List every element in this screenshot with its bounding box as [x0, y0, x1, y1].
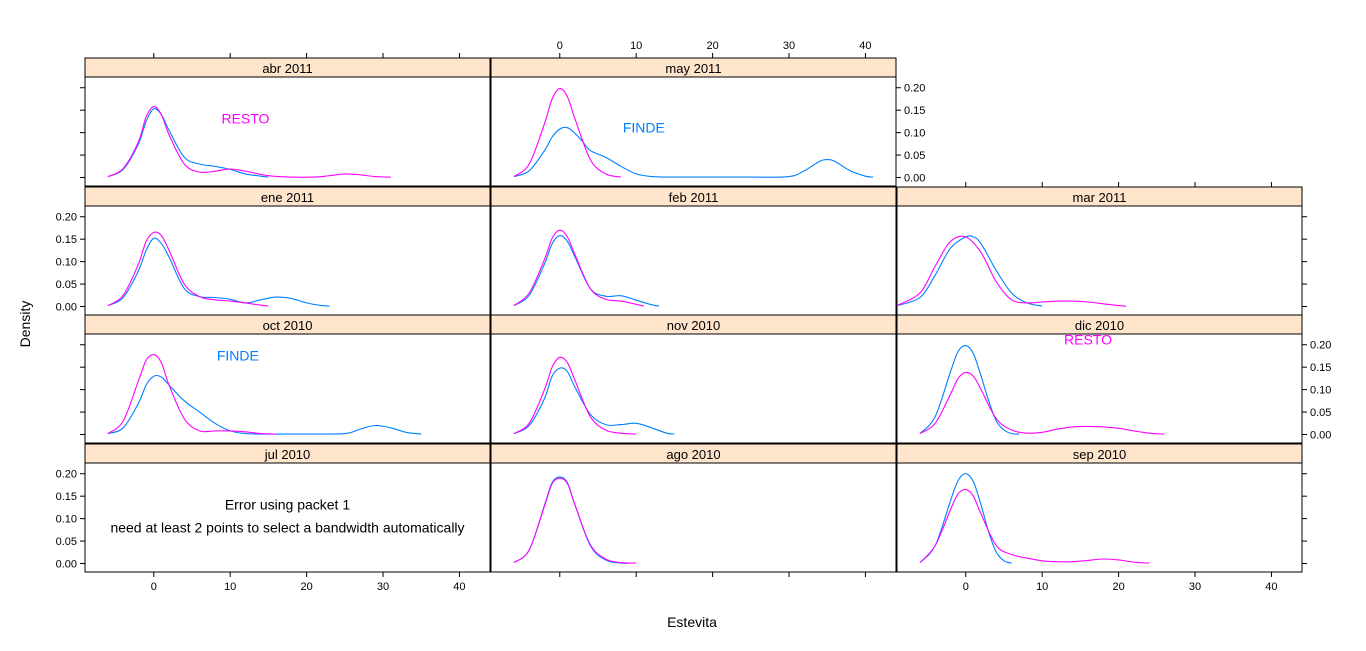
- x-tick-label: 40: [453, 581, 465, 593]
- y-tick-label: 0.20: [1310, 340, 1331, 352]
- density-line-finde: [513, 235, 660, 307]
- panel-strip-label: may 2011: [665, 61, 721, 76]
- density-line-resto: [513, 356, 637, 435]
- series-annotation: RESTO: [1064, 332, 1112, 348]
- x-tick-label: 10: [1036, 581, 1048, 593]
- panel: ene 2011: [84, 186, 491, 316]
- x-tick-label: 30: [1189, 581, 1201, 593]
- density-line-resto: [107, 231, 269, 307]
- panel-frame: [490, 462, 897, 573]
- density-line-finde: [919, 345, 1020, 435]
- density-line-finde: [107, 374, 422, 435]
- density-line-finde: [513, 126, 874, 178]
- panel-frame: [84, 205, 491, 316]
- panel-strip-label: mar 2011: [1073, 190, 1127, 205]
- y-tick-label: 0.10: [1310, 385, 1331, 397]
- panel: ago 2010: [490, 443, 897, 573]
- panel-frame: [84, 76, 491, 187]
- series-annotation: RESTO: [221, 111, 269, 127]
- series-annotation: FINDE: [623, 120, 665, 136]
- y-tick-label: 0.20: [56, 212, 77, 224]
- panels-layer: abr 2011 RESTO may 2011 FINDE ene 2011 feb 20…: [84, 57, 1303, 573]
- y-tick-label: 0.05: [1310, 407, 1331, 419]
- y-tick-label: 0.15: [56, 491, 77, 503]
- panel-frame: [896, 462, 1303, 573]
- panel: sep 2010: [896, 443, 1303, 573]
- y-tick-label: 0.15: [1310, 362, 1331, 374]
- density-line-finde: [107, 237, 330, 307]
- density-line-resto: [896, 235, 1127, 307]
- panel: abr 2011 RESTO: [84, 57, 491, 187]
- y-tick-label: 0.05: [56, 279, 77, 291]
- panel: jul 2010 Error using packet 1 need at leas…: [84, 443, 491, 573]
- panel: oct 2010 FINDE: [84, 314, 491, 444]
- density-line-finde: [919, 473, 1012, 564]
- y-tick-label: 0.20: [904, 83, 925, 95]
- y-tick-label: 0.10: [904, 128, 925, 140]
- density-line-finde: [513, 476, 629, 564]
- panel: may 2011 FINDE: [490, 57, 897, 187]
- density-line-resto: [107, 354, 277, 435]
- x-tick-label: 0: [557, 40, 563, 52]
- x-tick-label: 20: [1112, 581, 1124, 593]
- density-line-resto: [919, 371, 1165, 435]
- x-tick-label: 10: [224, 581, 236, 593]
- error-message-line1: Error using packet 1: [225, 497, 350, 513]
- x-tick-label: 10: [630, 40, 642, 52]
- density-line-resto: [107, 106, 391, 178]
- density-line-finde: [513, 367, 675, 435]
- x-tick-label: 30: [377, 581, 389, 593]
- y-tick-label: 0.15: [56, 234, 77, 246]
- x-tick-label: 30: [783, 40, 795, 52]
- panel-strip-label: dic 2010: [1075, 318, 1124, 333]
- panel-strip-label: ene 2011: [261, 190, 314, 205]
- panel-strip-label: oct 2010: [263, 318, 313, 333]
- panel-strip-label: sep 2010: [1073, 447, 1127, 462]
- y-tick-label: 0.15: [904, 105, 925, 117]
- x-tick-label: 0: [963, 581, 969, 593]
- panel: nov 2010: [490, 314, 897, 444]
- panel: feb 2011: [490, 186, 897, 316]
- density-line-resto: [513, 229, 644, 307]
- x-axis-title: Estevita: [667, 614, 717, 630]
- series-annotation: FINDE: [217, 347, 259, 363]
- y-tick-label: 0.10: [56, 257, 77, 269]
- panel-frame: [896, 333, 1303, 444]
- panel-frame: [490, 205, 897, 316]
- panel-strip-label: nov 2010: [667, 318, 721, 333]
- y-tick-label: 0.10: [56, 514, 77, 526]
- y-axis-title: Density: [17, 301, 33, 348]
- error-message-line2: need at least 2 points to select a bandw…: [110, 520, 464, 536]
- panel-frame: [490, 333, 897, 444]
- panel-strip-label: feb 2011: [669, 190, 719, 205]
- panel-frame: [896, 205, 1303, 316]
- density-line-finde: [896, 235, 1043, 307]
- x-tick-label: 40: [1265, 581, 1277, 593]
- panel-strip-label: abr 2011: [262, 61, 312, 76]
- panel-strip-label: ago 2010: [666, 447, 720, 462]
- y-tick-label: 0.20: [56, 469, 77, 481]
- x-tick-label: 20: [706, 40, 718, 52]
- density-line-finde: [107, 108, 269, 178]
- x-tick-label: 40: [859, 40, 871, 52]
- y-tick-label: 0.05: [56, 536, 77, 548]
- x-tick-label: 0: [151, 581, 157, 593]
- y-tick-label: 0.00: [56, 302, 77, 314]
- density-line-resto: [513, 477, 637, 564]
- y-tick-label: 0.00: [56, 559, 77, 571]
- x-tick-label: 20: [300, 581, 312, 593]
- panel-frame: [84, 333, 491, 444]
- panel-frame: [84, 462, 491, 573]
- panel: mar 2011: [896, 186, 1303, 316]
- panel-strip-label: jul 2010: [264, 447, 311, 462]
- y-tick-label: 0.05: [904, 150, 925, 162]
- y-tick-label: 0.00: [904, 173, 925, 185]
- density-line-resto: [513, 88, 622, 178]
- panel-frame: [490, 76, 897, 187]
- y-tick-label: 0.00: [1310, 430, 1331, 442]
- density-line-resto: [919, 488, 1150, 564]
- axes-layer: 0 10 20 30 40 0 10 20 30 40 0 10 20 30 40 0.00 0.05 0.10 0…: [56, 40, 1332, 593]
